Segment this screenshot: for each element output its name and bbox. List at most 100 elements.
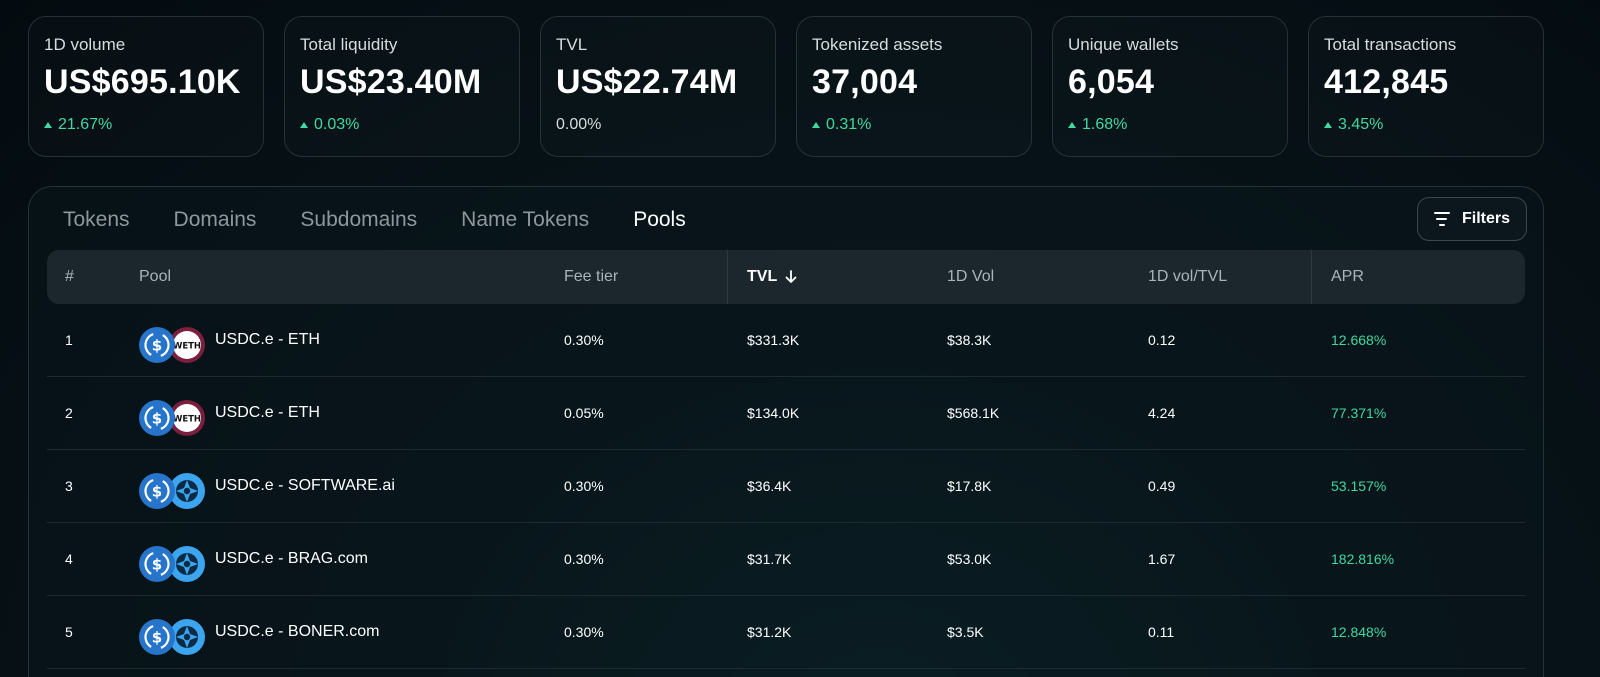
1d-vol-cell: $38.3K: [947, 332, 992, 348]
table-row[interactable]: 1 WETH $ USDC.e - ETH 0.30% $331.3K $38.…: [47, 304, 1525, 377]
stat-change: 0.03%: [300, 115, 504, 135]
rank-cell: 4: [65, 551, 73, 567]
token-pair-icons: $: [139, 468, 205, 509]
pool-name[interactable]: USDC.e - SOFTWARE.ai: [215, 477, 395, 494]
vol-tvl-cell: 0.49: [1148, 478, 1176, 494]
tab-pools[interactable]: Pools: [633, 208, 686, 231]
pool-cell: $ USDC.e - BONER.com: [139, 596, 379, 668]
pool-cell: WETH $ USDC.e - ETH: [139, 377, 320, 449]
token-pair-icons: WETH $: [139, 322, 205, 363]
domain-token-icon: [169, 468, 205, 509]
stat-change-value: 3.45%: [1338, 116, 1384, 133]
header-vol-tvl[interactable]: 1D vol/TVL: [1148, 268, 1228, 285]
usdc-icon: $: [139, 541, 175, 582]
trend-up-icon: [44, 122, 52, 128]
table-header: # Pool Fee tier TVL 1D Vol 1D vol/TVL AP…: [47, 250, 1525, 304]
svg-text:$: $: [152, 337, 162, 355]
trend-up-icon: [1324, 122, 1332, 128]
token-pair-icons: $: [139, 541, 205, 582]
apr-cell: 12.668%: [1331, 332, 1387, 348]
table-row[interactable]: 3 $ USDC.e - SOFTWARE.ai 0.30% $36.4K $1…: [47, 450, 1525, 523]
tvl-cell: $31.7K: [747, 551, 792, 567]
filters-button[interactable]: Filters: [1417, 197, 1527, 241]
usdc-icon: $: [139, 395, 175, 436]
tab-subdomains[interactable]: Subdomains: [300, 208, 418, 231]
pool-cell: WETH $ USDC.e - ETH: [139, 304, 320, 376]
stat-label: 1D volume: [44, 35, 126, 54]
stat-change: 1.68%: [1068, 115, 1272, 135]
stat-label: Unique wallets: [1068, 35, 1179, 54]
svg-text:WETH: WETH: [173, 342, 201, 352]
vol-tvl-cell: 0.12: [1148, 332, 1176, 348]
tvl-cell: $134.0K: [747, 405, 800, 421]
domain-token-icon: [169, 614, 205, 655]
trend-up-icon: [812, 122, 820, 128]
stat-value: 412,845: [1324, 63, 1449, 101]
header-fee-tier[interactable]: Fee tier: [564, 268, 619, 285]
weth-icon: WETH: [169, 322, 205, 363]
domain-token-icon: [169, 541, 205, 582]
stat-card-total-liquidity: Total liquidity US$23.40M 0.03%: [284, 16, 520, 157]
pool-name[interactable]: USDC.e - BRAG.com: [215, 550, 368, 567]
1d-vol-cell: $53.0K: [947, 551, 992, 567]
rank-cell: 3: [65, 478, 73, 494]
rank-cell: 2: [65, 405, 73, 421]
tvl-cell: $331.3K: [747, 332, 800, 348]
stat-card-total-transactions: Total transactions 412,845 3.45%: [1308, 16, 1544, 157]
rank-cell: 5: [65, 624, 73, 640]
fee-tier-cell: 0.30%: [564, 551, 604, 567]
stat-change: 3.45%: [1324, 115, 1528, 135]
svg-text:$: $: [152, 556, 162, 574]
explore-panel: Tokens Domains Subdomains Name Tokens Po…: [28, 186, 1544, 677]
svg-text:$: $: [152, 629, 162, 647]
pool-cell: $ USDC.e - BRAG.com: [139, 523, 368, 595]
1d-vol-cell: $3.5K: [947, 624, 984, 640]
stat-change-value: 0.31%: [826, 116, 872, 133]
pool-name[interactable]: USDC.e - BONER.com: [215, 623, 380, 640]
header-pool[interactable]: Pool: [139, 268, 172, 285]
tab-domains[interactable]: Domains: [173, 208, 257, 231]
fee-tier-cell: 0.30%: [564, 624, 604, 640]
svg-text:$: $: [152, 483, 162, 501]
token-pair-icons: $: [139, 614, 205, 655]
weth-icon: WETH: [169, 395, 205, 436]
stat-label: Tokenized assets: [812, 35, 943, 54]
header-tvl-label: TVL: [747, 268, 778, 285]
pool-name[interactable]: USDC.e - ETH: [215, 331, 320, 348]
svg-text:WETH: WETH: [173, 415, 201, 425]
vol-tvl-cell: 1.67: [1148, 551, 1176, 567]
apr-cell: 12.848%: [1331, 624, 1387, 640]
vol-tvl-cell: 4.24: [1148, 405, 1176, 421]
tab-bar: Tokens Domains Subdomains Name Tokens Po…: [63, 207, 686, 233]
header-apr[interactable]: APR: [1331, 268, 1364, 285]
stat-change-value: 1.68%: [1082, 116, 1128, 133]
stat-change: 21.67%: [44, 115, 248, 135]
table-row[interactable]: 2 WETH $ USDC.e - ETH 0.05% $134.0K $568…: [47, 377, 1525, 450]
stat-label: TVL: [556, 35, 588, 54]
vol-tvl-cell: 0.11: [1148, 624, 1175, 640]
column-divider: [727, 250, 728, 304]
stat-card-tokenized-assets: Tokenized assets 37,004 0.31%: [796, 16, 1032, 157]
token-pair-icons: WETH $: [139, 395, 205, 436]
table-row[interactable]: 5 $ USDC.e - BONER.com 0.30% $31.2K $3.5…: [47, 596, 1525, 669]
stat-label: Total transactions: [1324, 35, 1457, 54]
tab-tokens[interactable]: Tokens: [63, 208, 130, 231]
stat-change: 0.00%: [556, 115, 760, 135]
stats-row: 1D volume US$695.10K 21.67% Total liquid…: [28, 16, 1544, 157]
header-1d-vol[interactable]: 1D Vol: [947, 268, 995, 285]
stat-change-value: 0.03%: [314, 116, 360, 133]
svg-text:$: $: [152, 410, 162, 428]
tvl-cell: $31.2K: [747, 624, 792, 640]
header-tvl[interactable]: TVL: [747, 250, 797, 304]
stat-value: US$695.10K: [44, 63, 241, 101]
fee-tier-cell: 0.30%: [564, 478, 604, 494]
table-row[interactable]: 4 $ USDC.e - BRAG.com 0.30% $31.7K $53.0…: [47, 523, 1525, 596]
1d-vol-cell: $17.8K: [947, 478, 992, 494]
rank-cell: 1: [65, 332, 73, 348]
header-rank: #: [65, 268, 74, 285]
stat-change-value: 0.00%: [556, 116, 602, 133]
tab-name-tokens[interactable]: Name Tokens: [461, 208, 590, 231]
pool-name[interactable]: USDC.e - ETH: [215, 404, 320, 421]
trend-up-icon: [1068, 122, 1076, 128]
stat-label: Total liquidity: [300, 35, 398, 54]
